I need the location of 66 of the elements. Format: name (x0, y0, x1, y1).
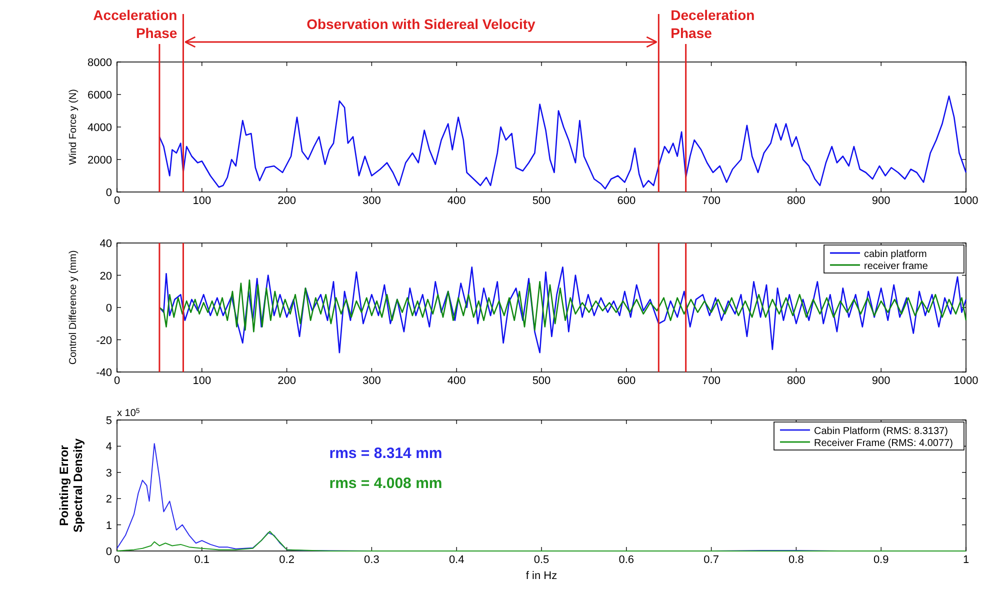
x-tick-label: 700 (702, 375, 720, 387)
x-tick-label: 600 (617, 375, 636, 387)
y-tick-label: 6000 (88, 90, 112, 102)
x-tick-label: 700 (702, 195, 720, 207)
x-tick-label: 400 (447, 375, 466, 387)
x-tick-label: 600 (617, 195, 636, 207)
y-tick-label: 0 (106, 546, 112, 558)
y-tick-label: 8000 (88, 57, 112, 69)
y-tick-label: 2000 (88, 154, 112, 166)
text: Acceleration Phase (93, 7, 178, 41)
x-tick-label: 900 (872, 195, 890, 207)
x-tick-label: 200 (278, 195, 296, 207)
legend-label: cabin platform (864, 249, 927, 260)
line-series (158, 279, 967, 332)
x-tick-label: 0 (114, 195, 120, 207)
x-tick-label: 0.4 (448, 554, 464, 566)
line-series (158, 95, 967, 190)
y-axis-title: Wind Force y (N) (68, 89, 79, 165)
x-tick-label: 0.7 (704, 554, 719, 566)
y-tick-label: 20 (100, 270, 112, 282)
x-tick-label: 1000 (954, 195, 978, 207)
y-tick-label: 40 (100, 238, 112, 250)
legend-label: Cabin Platform (RMS: 8.3137) (814, 426, 948, 437)
x-tick-label: 100 (192, 195, 212, 207)
text: Deceleration Phase (670, 7, 755, 41)
text: x 10$^{5}$ (117, 408, 140, 419)
y-tick-label: 0 (106, 187, 112, 199)
x-tick-label: 800 (787, 195, 806, 207)
x-tick-label: 0 (114, 375, 120, 387)
y-tick-label: 1 (106, 520, 112, 532)
y-axis-title: Control Difference y (mm) (68, 250, 79, 365)
x-tick-label: 400 (447, 195, 466, 207)
x-tick-label: 1 (962, 554, 970, 566)
legend-label: Receiver Frame (RMS: 4.0077) (814, 438, 953, 449)
x-tick-label: 0.2 (279, 554, 294, 566)
x-tick-label: 500 (532, 195, 551, 207)
x-tick-label: 300 (362, 195, 381, 207)
x-tick-label: 500 (532, 375, 551, 387)
x-tick-label: 1000 (954, 375, 978, 387)
x-tick-label: 0.5 (534, 554, 550, 566)
x-tick-label: 300 (362, 375, 381, 387)
y-tick-label: 3 (106, 467, 112, 480)
y-tick-label: 4000 (88, 122, 112, 134)
text: Observation with Sidereal Velocity (306, 16, 536, 32)
x-tick-label: 200 (278, 375, 296, 387)
x-tick-label: 0.1 (194, 554, 210, 566)
x-tick-label: 0.8 (788, 554, 804, 566)
x-tick-label: 100 (192, 375, 212, 387)
x-tick-label: 800 (787, 375, 806, 387)
legend-label: receiver frame (864, 261, 928, 272)
annotation: rms = 4.008 mm (329, 475, 442, 492)
x-axis-title: f in Hz (526, 570, 558, 582)
y-tick-label: 0 (106, 302, 112, 314)
annotation: rms = 8.314 mm (329, 445, 442, 462)
x-tick-label: 0 (114, 554, 120, 566)
y-axis-title: Pointing Error Spectral Density (57, 438, 85, 533)
x-tick-label: 900 (872, 375, 890, 387)
y-tick-label: 5 (106, 415, 112, 427)
x-tick-label: 0.3 (364, 554, 380, 566)
y-tick-label: 2 (106, 494, 112, 506)
x-tick-label: 0.6 (618, 554, 634, 566)
y-tick-label: -20 (96, 334, 112, 347)
line-series (116, 530, 966, 552)
y-tick-label: -40 (96, 367, 112, 379)
y-tick-label: 4 (106, 441, 112, 454)
x-tick-label: 0.9 (873, 554, 889, 566)
